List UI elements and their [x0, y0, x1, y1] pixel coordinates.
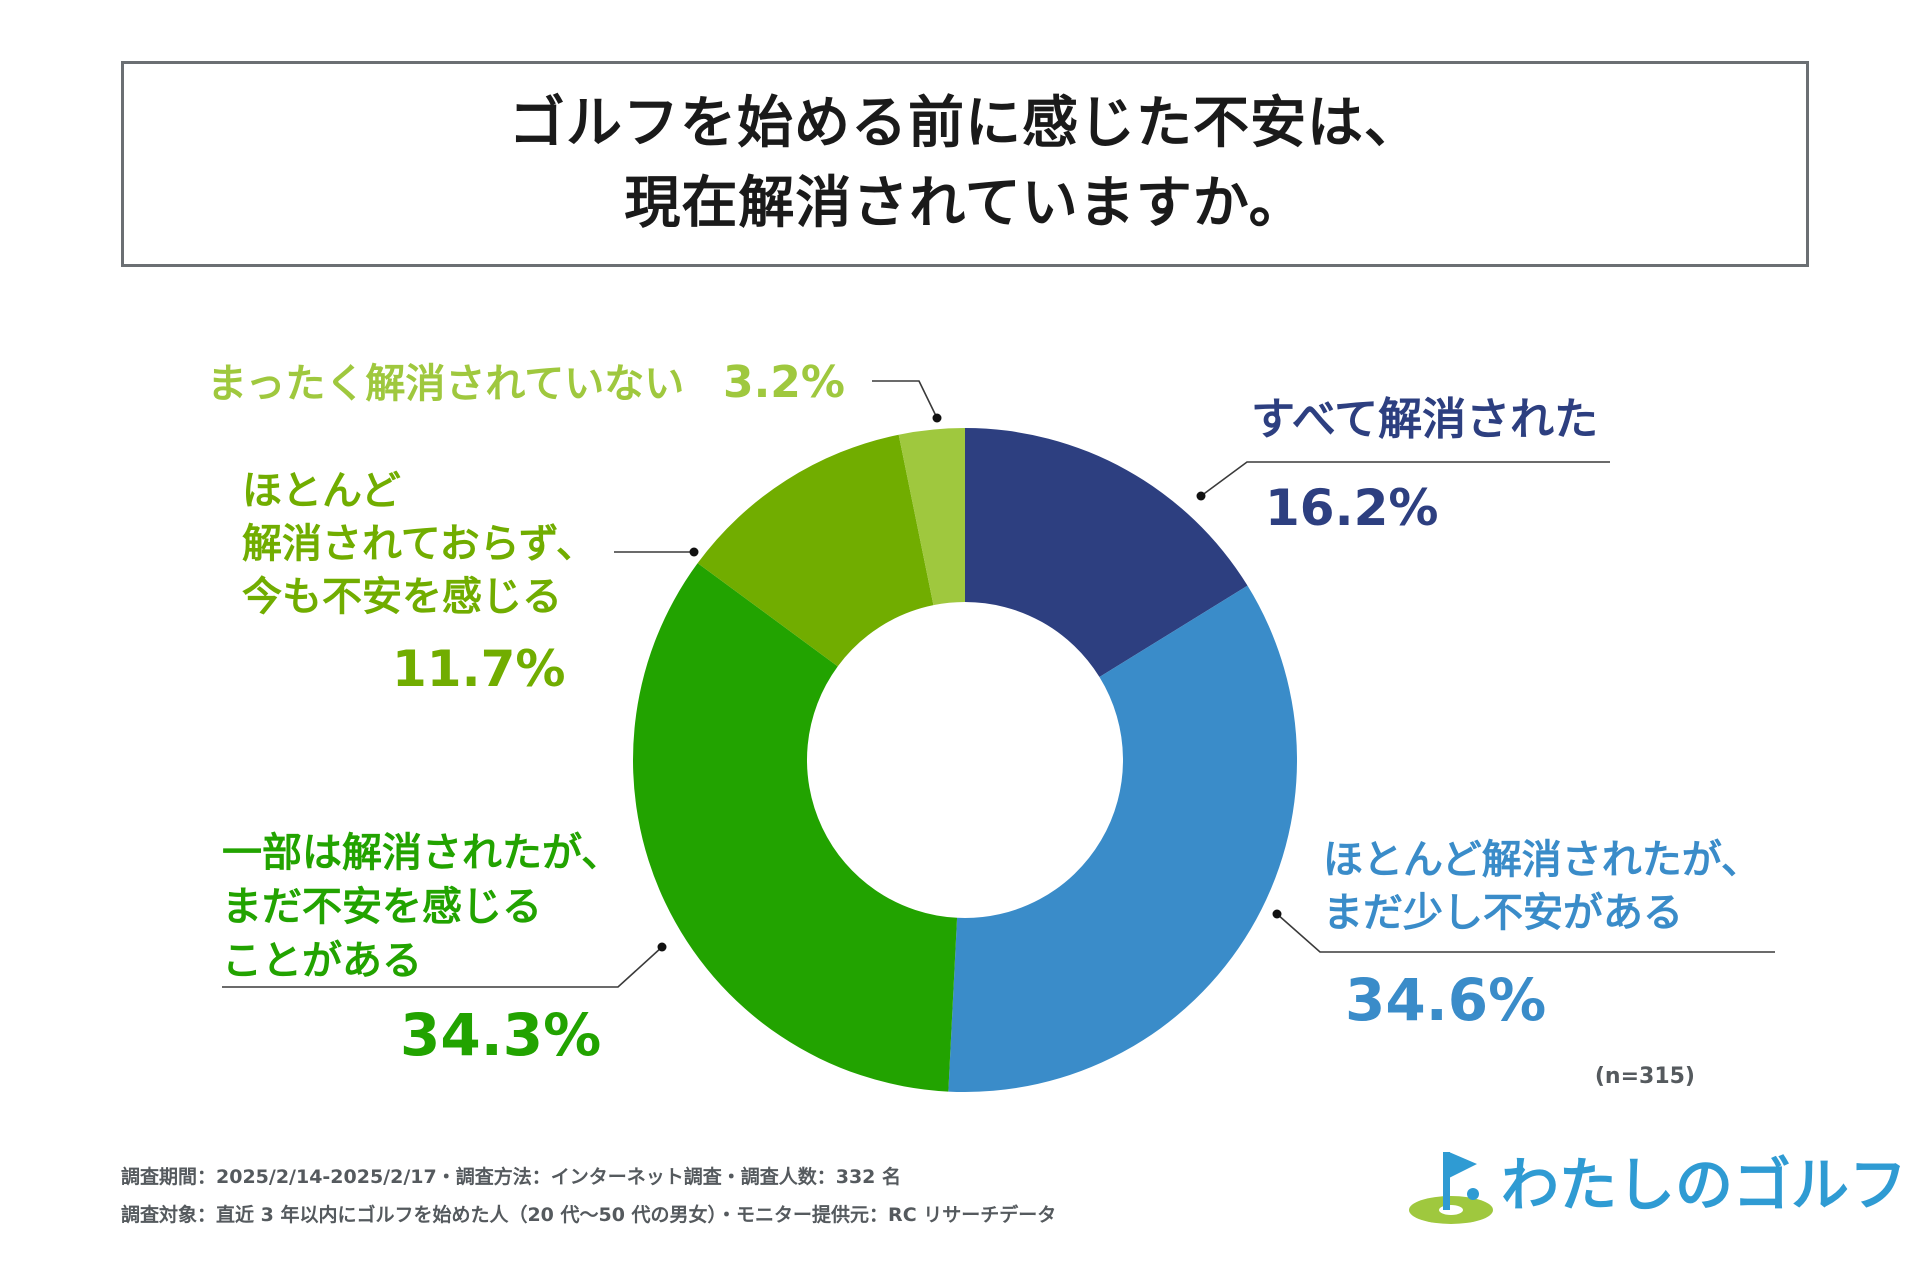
sample-size-note: (n=315)	[1595, 1064, 1695, 1089]
slice-value-1: 16.2%	[1265, 479, 1438, 537]
survey-info-line-2: 調査対象：直近 3 年以内にゴルフを始めた人（20 代〜50 代の男女）・モニタ…	[121, 1204, 1057, 1226]
slice-label-3-line-3: ことがある	[222, 938, 422, 984]
donut-slice-5	[898, 428, 965, 606]
leader-dot-1	[1196, 491, 1206, 501]
slice-value-3: 34.3%	[400, 1001, 601, 1069]
survey-footer: 調査期間：2025/2/14-2025/2/17・調査方法：インターネット調査・…	[121, 1158, 1056, 1234]
slice-label-2-line-2: まだ少し不安がある	[1323, 890, 1683, 936]
survey-info-line-1: 調査期間：2025/2/14-2025/2/17・調査方法：インターネット調査・…	[121, 1166, 902, 1188]
donut-slice-2	[948, 585, 1297, 1092]
title-box: ゴルフを始める前に感じた不安は、 現在解消されていますか。	[121, 61, 1809, 267]
chart-title-line-1: ゴルフを始める前に感じた不安は、	[509, 91, 1421, 156]
slice-label-4-line-3: 今も不安を感じる	[242, 574, 562, 620]
chart-title-line-2: 現在解消されていますか。	[624, 171, 1306, 236]
leader-line-2	[1276, 913, 1775, 953]
leader-dot-5	[932, 413, 942, 423]
slice-value-4: 11.7%	[392, 640, 565, 698]
leader-dot-3	[657, 942, 667, 952]
donut-slice-1	[965, 428, 1248, 678]
brand-logo: わたしのゴルフ	[1405, 1140, 1907, 1230]
golf-flag-icon	[1409, 1152, 1493, 1224]
slice-label-4-line-1: ほとんど	[242, 468, 401, 514]
leader-dot-2	[1272, 909, 1282, 919]
leader-line-5	[872, 380, 938, 419]
slice-value-5: 3.2%	[723, 357, 845, 408]
slice-label-4-line-2: 解消されておらず、	[242, 521, 596, 567]
slice-label-3-line-1: 一部は解消されたが、	[222, 830, 621, 876]
slice-label-3-line-2: まだ不安を感じる	[222, 884, 542, 930]
slice-value-2: 34.6%	[1345, 966, 1546, 1034]
leader-dot-4	[689, 547, 699, 557]
slice-label-2-line-1: ほとんど解消されたが、	[1323, 837, 1761, 883]
logo-text: わたしのゴルフ	[1501, 1151, 1908, 1219]
slice-label-5-line-1: まったく解消されていない	[207, 361, 684, 407]
leader-line-3	[222, 946, 663, 988]
leader-line-1	[1200, 461, 1610, 497]
slice-label-1-line-1: すべて解消された	[1251, 394, 1598, 445]
donut-slice-4	[697, 434, 934, 667]
donut-slice-3	[633, 563, 958, 1092]
